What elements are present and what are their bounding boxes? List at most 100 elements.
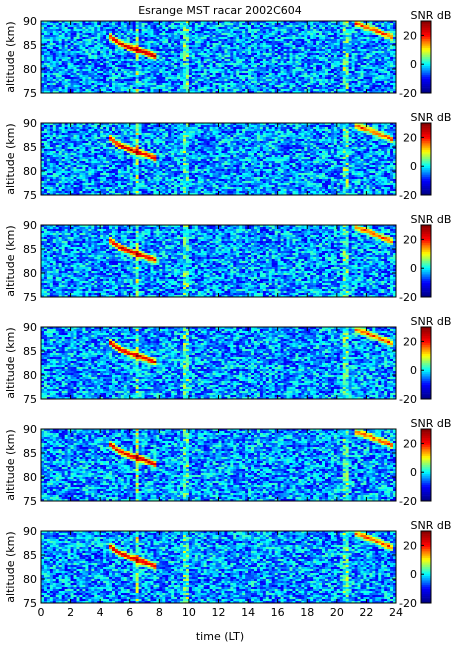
heatmap-cell	[121, 89, 124, 91]
heatmap-cell	[292, 59, 295, 61]
heatmap-cell	[133, 87, 136, 89]
heatmap-cell	[115, 85, 118, 87]
heatmap-cell	[174, 85, 177, 87]
heatmap-cell	[349, 77, 352, 79]
heatmap-cell	[71, 39, 74, 41]
heatmap-cell	[148, 23, 151, 25]
heatmap-cell	[97, 25, 100, 27]
heatmap-cell	[68, 87, 71, 89]
heatmap-cell	[68, 83, 71, 85]
heatmap-cell	[328, 29, 331, 31]
heatmap-cell	[59, 69, 62, 71]
heatmap-cell	[269, 67, 272, 69]
heatmap-cell	[177, 39, 180, 41]
heatmap-cell	[343, 43, 346, 45]
heatmap-cell	[207, 37, 210, 39]
heatmap-cell	[77, 47, 80, 49]
heatmap-cell	[85, 53, 88, 55]
heatmap-cell	[74, 139, 77, 141]
heatmap-cell	[307, 63, 310, 65]
heatmap-cell	[59, 185, 62, 187]
heatmap-cell	[313, 39, 316, 41]
heatmap-cell	[310, 59, 313, 61]
heatmap-cell	[124, 35, 127, 37]
heatmap-cell	[334, 67, 337, 69]
heatmap-cell	[44, 47, 47, 49]
heatmap-cell	[74, 39, 77, 41]
heatmap-cell	[165, 23, 168, 25]
heatmap-cell	[275, 63, 278, 65]
heatmap-cell	[74, 57, 77, 59]
heatmap-cell	[387, 69, 390, 71]
heatmap-cell	[79, 45, 82, 47]
heatmap-cell	[133, 59, 136, 61]
heatmap-cell	[298, 75, 301, 77]
heatmap-cell	[198, 49, 201, 51]
heatmap-cell	[284, 25, 287, 27]
heatmap-cell	[71, 175, 74, 177]
heatmap-cell	[219, 39, 222, 41]
heatmap-cell	[118, 43, 121, 45]
heatmap-cell	[159, 75, 162, 77]
heatmap-cell	[136, 77, 139, 79]
heatmap-cell	[272, 49, 275, 51]
heatmap-cell	[171, 81, 174, 83]
heatmap-cell	[148, 37, 151, 39]
heatmap-cell	[77, 63, 80, 65]
heatmap-cell	[216, 67, 219, 69]
heatmap-cell	[278, 73, 281, 75]
heatmap-cell	[242, 53, 245, 55]
heatmap-cell	[355, 45, 358, 47]
heatmap-cell	[224, 79, 227, 81]
heatmap-cell	[77, 69, 80, 71]
heatmap-cell	[201, 79, 204, 81]
heatmap-cell	[201, 31, 204, 33]
heatmap-cell	[168, 81, 171, 83]
heatmap-cell	[227, 35, 230, 37]
heatmap-cell	[53, 67, 56, 69]
heatmap-cell	[71, 179, 74, 181]
heatmap-cell	[358, 59, 361, 61]
heatmap-cell	[115, 89, 118, 91]
heatmap-cell	[210, 49, 213, 51]
heatmap-cell	[369, 69, 372, 71]
heatmap-cell	[139, 77, 142, 79]
heatmap-cell	[242, 45, 245, 47]
heatmap-cell	[145, 39, 148, 41]
heatmap-cell	[284, 83, 287, 85]
heatmap-cell	[183, 33, 186, 35]
heatmap-cell	[378, 35, 381, 37]
heatmap-cell	[213, 43, 216, 45]
heatmap-cell	[221, 25, 224, 27]
heatmap-cell	[375, 63, 378, 65]
heatmap-cell	[62, 49, 65, 51]
heatmap-cell	[334, 63, 337, 65]
heatmap-cell	[82, 77, 85, 79]
heatmap-cell	[65, 47, 68, 49]
heatmap-cell	[372, 33, 375, 35]
heatmap-cell	[79, 133, 82, 135]
heatmap-cell	[263, 55, 266, 57]
heatmap-cell	[186, 83, 189, 85]
heatmap-cell	[358, 43, 361, 45]
heatmap-cell	[192, 73, 195, 75]
heatmap-cell	[71, 161, 74, 163]
heatmap-cell	[355, 67, 358, 69]
heatmap-cell	[50, 169, 53, 171]
heatmap-cell	[331, 37, 334, 39]
heatmap-cell	[207, 59, 210, 61]
heatmap-cell	[44, 51, 47, 53]
heatmap-cell	[165, 89, 168, 91]
heatmap-cell	[301, 73, 304, 75]
heatmap-cell	[204, 45, 207, 47]
heatmap-cell	[53, 149, 56, 151]
heatmap-cell	[127, 79, 130, 81]
heatmap-cell	[213, 75, 216, 77]
heatmap-cell	[186, 81, 189, 83]
heatmap-cell	[221, 67, 224, 69]
heatmap-cell	[171, 73, 174, 75]
heatmap-cell	[363, 77, 366, 79]
heatmap-cell	[53, 169, 56, 171]
heatmap-cell	[369, 71, 372, 73]
heatmap-cell	[251, 87, 254, 89]
